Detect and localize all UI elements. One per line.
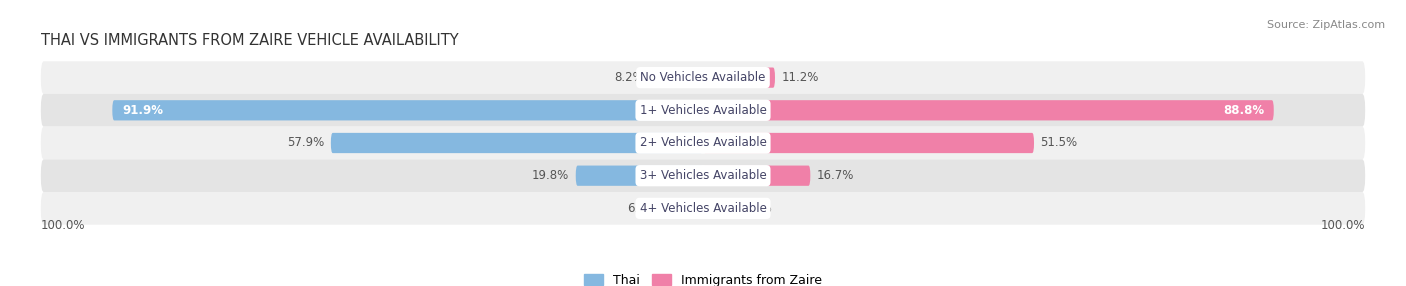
FancyBboxPatch shape <box>703 100 1274 120</box>
Text: 57.9%: 57.9% <box>287 136 325 150</box>
Text: 11.2%: 11.2% <box>782 71 818 84</box>
FancyBboxPatch shape <box>703 133 1033 153</box>
Text: 2+ Vehicles Available: 2+ Vehicles Available <box>640 136 766 150</box>
Text: THAI VS IMMIGRANTS FROM ZAIRE VEHICLE AVAILABILITY: THAI VS IMMIGRANTS FROM ZAIRE VEHICLE AV… <box>41 33 458 47</box>
Text: 1+ Vehicles Available: 1+ Vehicles Available <box>640 104 766 117</box>
FancyBboxPatch shape <box>664 198 703 219</box>
FancyBboxPatch shape <box>575 166 703 186</box>
Text: Source: ZipAtlas.com: Source: ZipAtlas.com <box>1267 20 1385 30</box>
FancyBboxPatch shape <box>41 192 1365 225</box>
FancyBboxPatch shape <box>330 133 703 153</box>
FancyBboxPatch shape <box>651 67 703 88</box>
FancyBboxPatch shape <box>703 198 735 219</box>
Legend: Thai, Immigrants from Zaire: Thai, Immigrants from Zaire <box>583 274 823 286</box>
FancyBboxPatch shape <box>41 127 1365 159</box>
FancyBboxPatch shape <box>41 61 1365 94</box>
Text: 91.9%: 91.9% <box>122 104 163 117</box>
FancyBboxPatch shape <box>41 94 1365 127</box>
Text: 100.0%: 100.0% <box>1320 219 1365 232</box>
Text: 6.2%: 6.2% <box>627 202 657 215</box>
FancyBboxPatch shape <box>112 100 703 120</box>
Text: 100.0%: 100.0% <box>41 219 86 232</box>
Text: 16.7%: 16.7% <box>817 169 853 182</box>
Text: 88.8%: 88.8% <box>1223 104 1264 117</box>
Text: 5.1%: 5.1% <box>742 202 772 215</box>
Text: 3+ Vehicles Available: 3+ Vehicles Available <box>640 169 766 182</box>
FancyBboxPatch shape <box>703 166 810 186</box>
Text: 4+ Vehicles Available: 4+ Vehicles Available <box>640 202 766 215</box>
FancyBboxPatch shape <box>703 67 775 88</box>
Text: 8.2%: 8.2% <box>614 71 644 84</box>
Text: No Vehicles Available: No Vehicles Available <box>640 71 766 84</box>
FancyBboxPatch shape <box>41 159 1365 192</box>
Text: 19.8%: 19.8% <box>531 169 569 182</box>
Text: 51.5%: 51.5% <box>1040 136 1077 150</box>
